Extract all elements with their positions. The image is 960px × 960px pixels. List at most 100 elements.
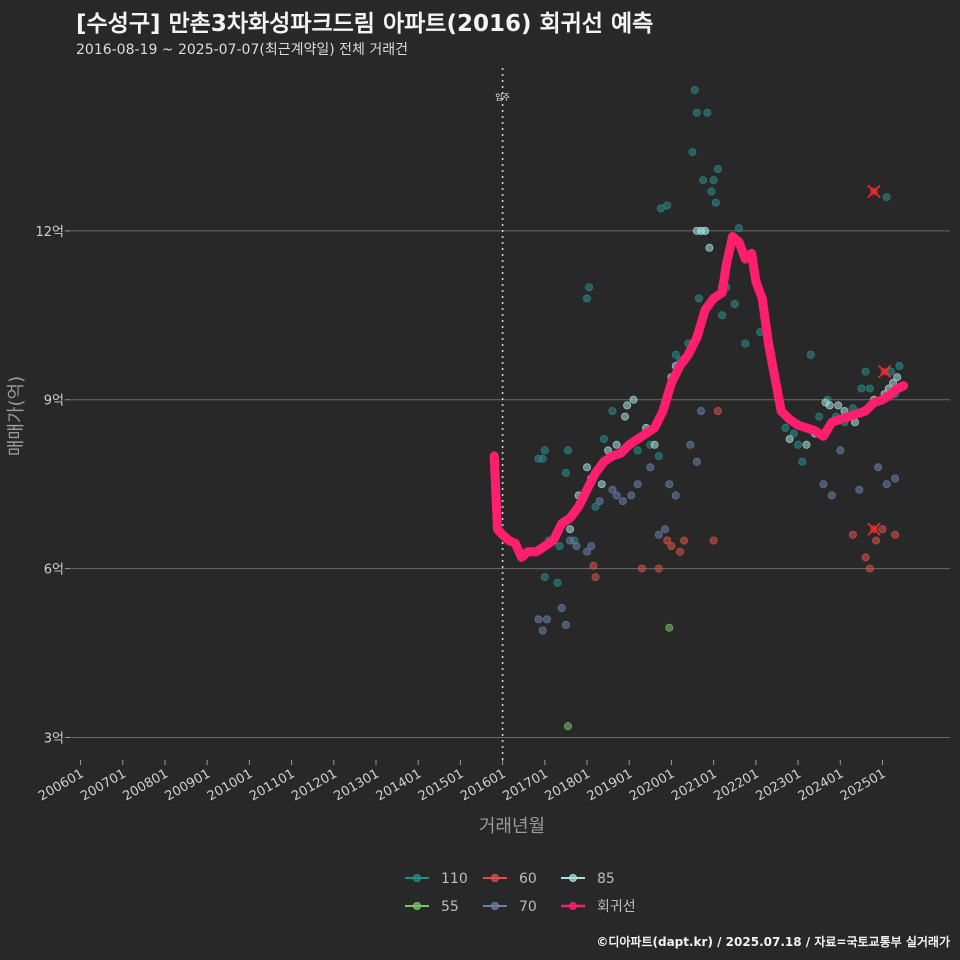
legend-swatch-dot xyxy=(491,902,499,910)
point-70 xyxy=(686,440,695,449)
y-tick-label: 9억 xyxy=(44,394,64,409)
point-70 xyxy=(819,480,828,489)
point-110 xyxy=(794,440,803,449)
point-70 xyxy=(661,525,670,534)
regression-line-layer xyxy=(489,232,909,562)
point-110 xyxy=(882,193,891,202)
data-points xyxy=(534,86,904,731)
point-110 xyxy=(540,446,549,455)
x-tick-label: 201101 xyxy=(247,766,297,804)
y-tick-label: 12억 xyxy=(35,225,64,240)
x-tick-label: 201001 xyxy=(205,766,255,804)
legend-label: 55 xyxy=(441,899,459,915)
point-60 xyxy=(872,536,881,545)
point-85 xyxy=(566,525,575,534)
point-110 xyxy=(555,542,564,551)
point-70 xyxy=(561,620,570,629)
legend-swatch-dot xyxy=(491,874,499,882)
point-85 xyxy=(597,480,606,489)
point-110 xyxy=(857,384,866,393)
point-60 xyxy=(865,564,874,573)
point-110 xyxy=(694,294,703,303)
legend-swatch-dot xyxy=(569,902,577,910)
legend-label: 85 xyxy=(597,871,615,887)
point-85 xyxy=(834,401,843,410)
x-axis-title: 거래년월 xyxy=(479,816,545,837)
point-110 xyxy=(608,406,617,415)
point-110 xyxy=(741,339,750,348)
point-110 xyxy=(633,446,642,455)
point-55 xyxy=(665,623,674,632)
point-85 xyxy=(705,243,714,252)
point-70 xyxy=(697,406,706,415)
point-70 xyxy=(627,491,636,500)
point-110 xyxy=(538,454,547,463)
point-70 xyxy=(692,457,701,466)
grid-lines xyxy=(70,230,950,738)
x-tick-label: 201701 xyxy=(500,766,550,804)
point-60 xyxy=(713,406,722,415)
point-85 xyxy=(893,373,902,382)
x-tick-label: 202501 xyxy=(838,766,888,804)
point-70 xyxy=(827,491,836,500)
legend-item-회귀선: 회귀선 xyxy=(561,899,636,915)
point-110 xyxy=(703,108,712,117)
chart-title: [수성구] 만촌3차화성파크드림 아파트(2016) 회귀선 예측 xyxy=(76,11,654,37)
x-tick-label: 200701 xyxy=(78,766,128,804)
point-85 xyxy=(785,435,794,444)
point-60 xyxy=(654,564,663,573)
legend-label: 70 xyxy=(519,899,537,915)
point-110 xyxy=(730,299,739,308)
point-60 xyxy=(891,530,900,539)
chart-subtitle: 2016-08-19 ~ 2025-07-07(최근계약일) 전체 거래건 xyxy=(76,42,408,58)
point-70 xyxy=(882,480,891,489)
point-60 xyxy=(680,536,689,545)
point-85 xyxy=(621,412,630,421)
x-axis: 2006012007012008012009012010012011012012… xyxy=(36,760,888,804)
point-110 xyxy=(690,86,699,95)
x-tick-label: 201601 xyxy=(458,766,508,804)
point-110 xyxy=(585,283,594,292)
point-70 xyxy=(534,615,543,624)
x-tick-label: 202201 xyxy=(711,766,761,804)
point-110 xyxy=(692,108,701,117)
point-110 xyxy=(599,435,608,444)
cancelled-x-mark xyxy=(867,522,881,536)
point-70 xyxy=(583,547,592,556)
point-110 xyxy=(591,502,600,511)
point-70 xyxy=(855,485,864,494)
credit-footer: ©디아파트(dapt.kr) / 2025.07.18 / 자료=국토교통부 실… xyxy=(596,935,950,949)
point-110 xyxy=(713,164,722,173)
point-70 xyxy=(587,542,596,551)
point-110 xyxy=(663,201,672,210)
point-110 xyxy=(561,468,570,477)
legend-swatch-dot xyxy=(569,874,577,882)
point-85 xyxy=(825,401,834,410)
point-110 xyxy=(711,198,720,207)
x-tick-label: 200801 xyxy=(120,766,170,804)
point-70 xyxy=(612,491,621,500)
x-tick-label: 201201 xyxy=(289,766,339,804)
y-axis: 3억 6억 9억 12억 xyxy=(35,225,70,746)
point-60 xyxy=(663,536,672,545)
point-70 xyxy=(542,615,551,624)
point-110 xyxy=(861,367,870,376)
point-85 xyxy=(612,440,621,449)
point-70 xyxy=(538,626,547,635)
point-110 xyxy=(583,294,592,303)
point-110 xyxy=(865,384,874,393)
point-110 xyxy=(671,350,680,359)
cancelled-markers xyxy=(867,184,892,536)
point-85 xyxy=(701,226,710,235)
point-60 xyxy=(861,553,870,562)
point-70 xyxy=(671,491,680,500)
x-tick-label: 202001 xyxy=(627,766,677,804)
point-110 xyxy=(735,224,744,233)
point-85 xyxy=(629,395,638,404)
x-tick-label: 200601 xyxy=(36,766,86,804)
point-70 xyxy=(595,497,604,506)
point-60 xyxy=(591,573,600,582)
legend-item-60: 60 xyxy=(483,871,537,887)
x-tick-label: 202301 xyxy=(754,766,804,804)
x-tick-label: 202401 xyxy=(796,766,846,804)
